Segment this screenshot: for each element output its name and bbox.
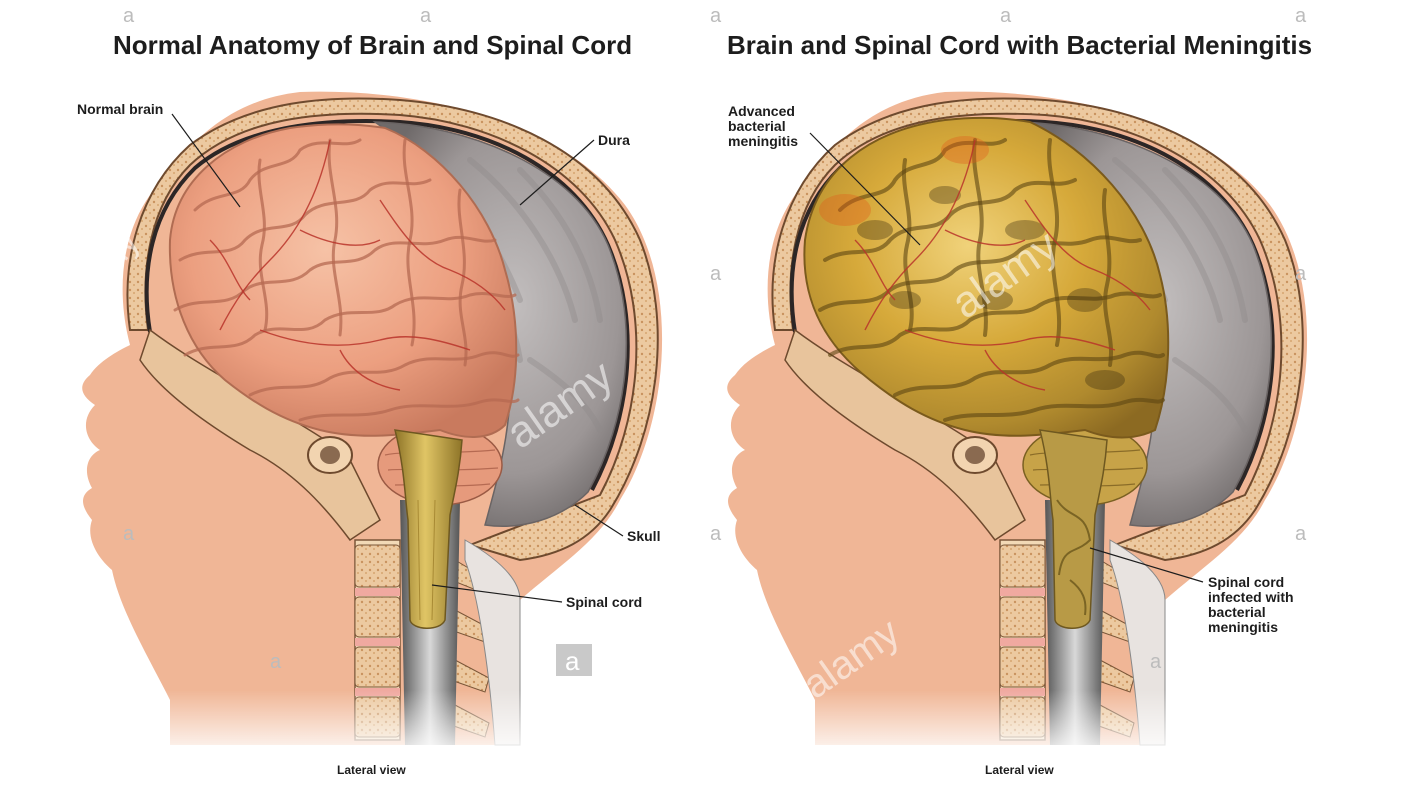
label-skull-text: Skull	[627, 528, 660, 544]
watermark-mark: a	[710, 5, 722, 27]
label-infected-spinal-cord: Spinal cord infected with bacterial meni…	[1089, 547, 1297, 635]
label-dura: Dura	[519, 132, 630, 206]
left-watermark-box-mark: a	[565, 646, 580, 676]
label-spinal-cord: Spinal cord	[431, 584, 642, 610]
watermark-mark: a	[270, 651, 282, 673]
watermark-marks: a a a a a a a a a a a a	[123, 5, 1307, 673]
watermark-mark: a	[1295, 523, 1307, 545]
label-normal-brain-text: Normal brain	[77, 101, 163, 117]
label-normal-brain: Normal brain	[77, 101, 241, 208]
label-advanced-line-2: bacterial	[728, 118, 786, 134]
label-advanced-meningitis: Advanced bacterial meningitis	[728, 103, 921, 246]
watermark-mark: a	[1295, 263, 1307, 285]
watermark-mark: a	[710, 523, 722, 545]
watermark-mark: a	[123, 5, 135, 27]
label-dura-text: Dura	[598, 132, 630, 148]
label-infected-cord-line-2: infected with	[1208, 589, 1294, 605]
label-skull: Skull	[574, 504, 660, 544]
label-advanced-text: Advanced bacterial meningitis	[728, 103, 799, 149]
label-advanced-line-1: Advanced	[728, 103, 795, 119]
watermark-mark: a	[710, 263, 722, 285]
right-panel-title: Brain and Spinal Cord with Bacterial Men…	[727, 30, 1313, 60]
right-infected-spinal-cord	[1039, 429, 1108, 629]
right-caption: Lateral view	[985, 763, 1054, 777]
label-infected-cord-line-3: bacterial	[1208, 604, 1266, 620]
label-advanced-line-3: meningitis	[728, 133, 798, 149]
label-infected-cord-line-1: Spinal cord	[1208, 574, 1284, 590]
watermark-mark: a	[420, 5, 432, 27]
label-infected-cord-text: Spinal cord infected with bacterial meni…	[1208, 574, 1297, 635]
label-spinal-cord-text: Spinal cord	[566, 594, 642, 610]
left-watermark-box	[556, 644, 592, 676]
left-spinal-cord	[394, 429, 463, 629]
watermark-mark: a	[1150, 651, 1162, 673]
watermark-mark: a	[123, 523, 135, 545]
left-caption: Lateral view	[337, 763, 406, 777]
label-infected-cord-line-4: meningitis	[1208, 619, 1278, 635]
watermark-mark: a	[1000, 5, 1012, 27]
meningitis-figure: alamy alamy Advanced bacterial meningiti…	[703, 89, 1327, 777]
watermark-mark: a	[1295, 5, 1307, 27]
normal-anatomy-figure: alamy alamy a Normal brain Dura Skull Sp…	[58, 89, 682, 777]
left-panel-title: Normal Anatomy of Brain and Spinal Cord	[113, 30, 633, 60]
